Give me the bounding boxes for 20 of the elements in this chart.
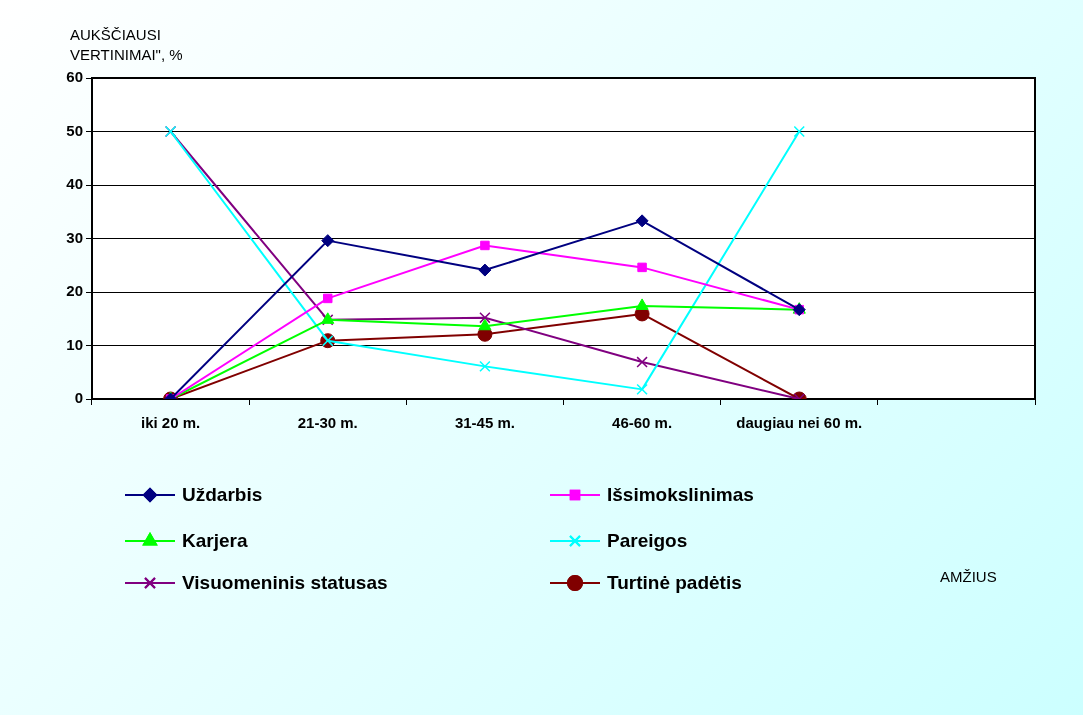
y-tick-label: 40 [66, 175, 83, 193]
x-tick-label: 46-60 m. [612, 414, 673, 432]
legend-label: Karjera [182, 530, 248, 552]
x-tick-label: daugiau nei 60 m. [736, 414, 863, 432]
x-tick-label: 21-30 m. [297, 414, 358, 432]
legend-label: Turtinė padėtis [607, 572, 742, 594]
y-tick-label: 20 [66, 282, 83, 300]
y-axis-title: AUKŠČIAUSI VERTINIMAI", % [70, 25, 184, 65]
y-tick-label: 60 [66, 68, 83, 86]
y-tick-label: 0 [74, 389, 83, 407]
text: AMŽIUS [940, 568, 997, 585]
legend-label: Pareigos [607, 530, 688, 552]
legend-label: Išsimokslinimas [607, 484, 754, 506]
y-tick-label: 30 [66, 228, 83, 246]
y-tick-label: 50 [66, 121, 83, 139]
x-tick-label: iki 20 m. [140, 414, 201, 432]
x-tick-label: 31-45 m. [454, 414, 515, 432]
legend-label: Uždarbis [182, 484, 263, 506]
y-tick-label: 10 [66, 335, 83, 353]
legend-label: Visuomeninis statusas [182, 572, 388, 594]
